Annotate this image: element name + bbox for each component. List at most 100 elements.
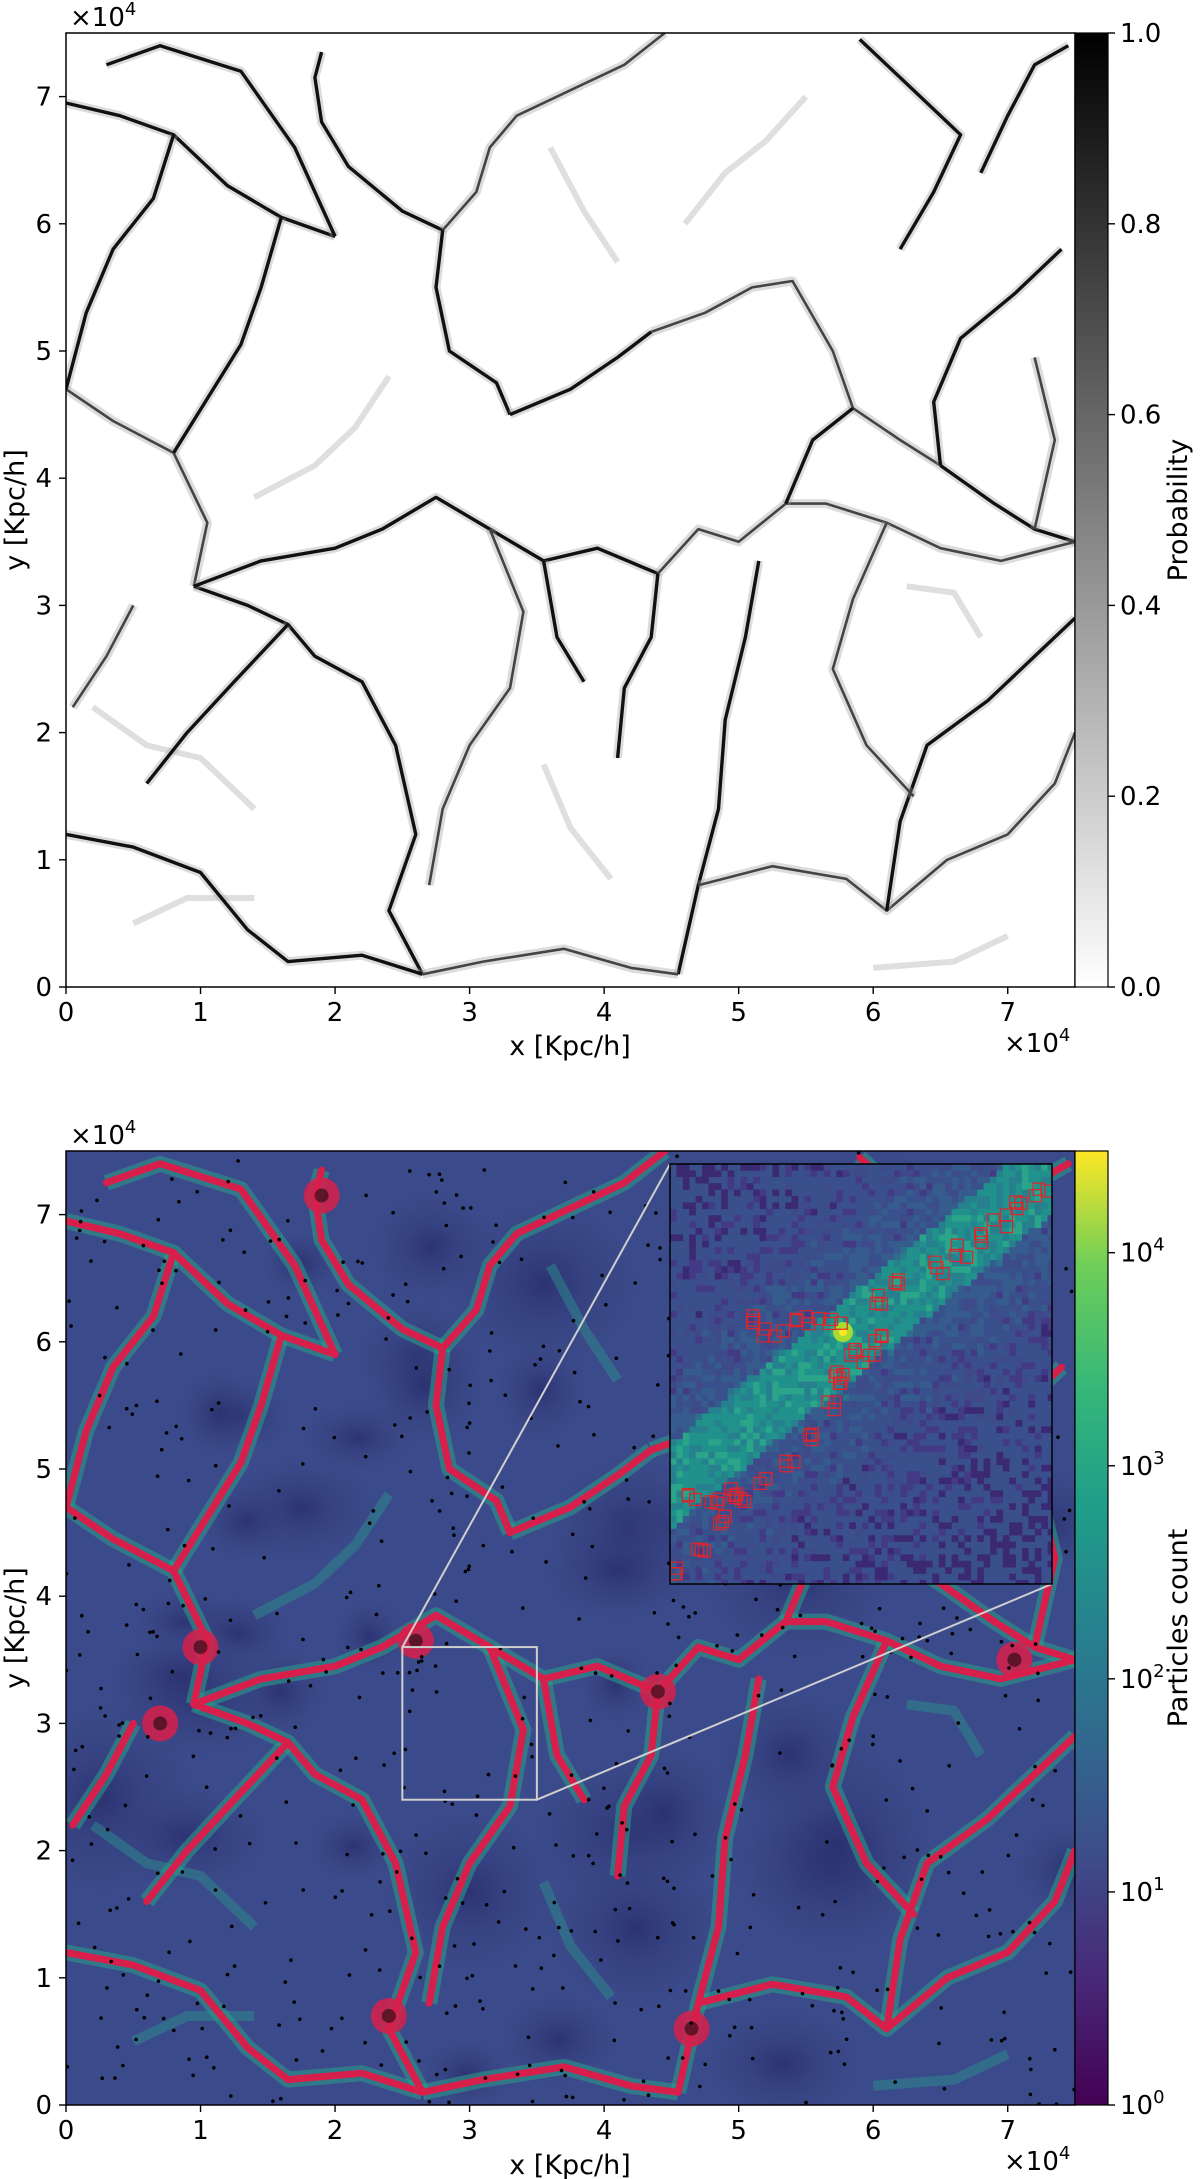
halo-point [449,1491,454,1496]
inset-pixel [753,1490,760,1498]
inset-pixel [1041,1343,1048,1350]
halo-point [346,1301,351,1306]
inset-pixel [804,1509,812,1517]
inset-pixel [1034,1516,1042,1523]
inset-pixel [977,1573,984,1581]
colorbar-tick-base: 10 [1120,1878,1153,1908]
halo-point [292,2000,297,2004]
inset-pixel [855,1362,863,1370]
inset-pixel [1009,1477,1016,1485]
inset-pixel [830,1285,837,1293]
inset-pixel [913,1509,920,1517]
inset-pixel [772,1164,780,1171]
inset-pixel [676,1471,684,1478]
inset-pixel [791,1445,799,1453]
halo-point [444,1641,449,1646]
halo-point [703,2062,707,2067]
inset-pixel [778,1548,786,1555]
inset-pixel [721,1452,728,1459]
inset-pixel [772,1573,780,1581]
inset-pixel [823,1400,831,1408]
inset-pixel [702,1388,709,1395]
inset-pixel [1047,1279,1052,1286]
inset-pixel [695,1311,703,1318]
inset-pixel [1009,1573,1016,1581]
inset-pixel [689,1439,696,1446]
inset-pixel [906,1407,914,1414]
inset-pixel [1047,1202,1052,1210]
x-tick-label: 2 [327,2116,344,2146]
inset-pixel [708,1516,716,1523]
inset-pixel [874,1400,882,1408]
halo-point [527,2063,532,2068]
inset-pixel [753,1164,760,1171]
inset-pixel [945,1304,952,1312]
inset-pixel [689,1548,696,1555]
inset-pixel [714,1247,722,1254]
inset-pixel [1047,1477,1052,1485]
inset-pixel [791,1509,799,1517]
inset-pixel [1002,1285,1010,1293]
inset-pixel [1015,1580,1023,1584]
inset-pixel [849,1279,856,1286]
inset-pixel [926,1266,933,1274]
halo-point [489,1331,494,1335]
inset-pixel [1047,1548,1052,1555]
halo-point [698,2084,702,2089]
inset-pixel [714,1471,722,1478]
inset-pixel [977,1330,984,1338]
halo-point [74,1236,79,1240]
inset-pixel [766,1458,773,1466]
halo-point [661,1876,666,1881]
inset-pixel [670,1509,677,1517]
inset-pixel [977,1234,984,1242]
inset-pixel [900,1196,908,1203]
inset-pixel [926,1240,933,1248]
inset-pixel [977,1375,984,1382]
inset-pixel [1009,1541,1016,1549]
halo-point [828,2050,833,2055]
inset-pixel [894,1368,901,1376]
inset-pixel [714,1215,722,1222]
inset-pixel [894,1413,901,1421]
inset-pixel [823,1381,831,1389]
halo-point [225,1735,230,1740]
inset-pixel [1041,1516,1048,1523]
inset-pixel [964,1407,972,1414]
inset-pixel [932,1240,940,1248]
inset-pixel [727,1503,735,1510]
inset-pixel [670,1496,677,1504]
inset-pixel [791,1573,799,1581]
inset-pixel [714,1330,722,1338]
inset-pixel [906,1471,914,1478]
inset-pixel [817,1292,824,1299]
inset-pixel [772,1535,780,1542]
inset-pixel [1047,1324,1052,1331]
inset-pixel [868,1266,876,1274]
inset-pixel [753,1375,760,1382]
halo-point [590,1544,595,1549]
inset-pixel [714,1420,722,1427]
inset-pixel [695,1426,703,1434]
inset-pixel [938,1452,946,1459]
inset-pixel [881,1343,888,1350]
inset-pixel [862,1432,869,1440]
halo-point [159,1447,164,1452]
inset-pixel [1034,1247,1042,1254]
halo-point [359,1647,363,1652]
inset-pixel [932,1279,940,1286]
inset-pixel [785,1516,792,1523]
inset-pixel [708,1400,716,1408]
inset-pixel [721,1298,728,1306]
inset-pixel [1047,1164,1052,1171]
inset-pixel [695,1452,703,1459]
inset-pixel [1034,1260,1042,1267]
inset-pixel [977,1292,984,1299]
inset-pixel [830,1336,837,1344]
inset-pixel [900,1298,908,1306]
inset-pixel [970,1445,978,1453]
inset-pixel [1009,1528,1016,1536]
inset-pixel [862,1407,869,1414]
inset-pixel [945,1228,952,1235]
inset-pixel [958,1324,965,1331]
